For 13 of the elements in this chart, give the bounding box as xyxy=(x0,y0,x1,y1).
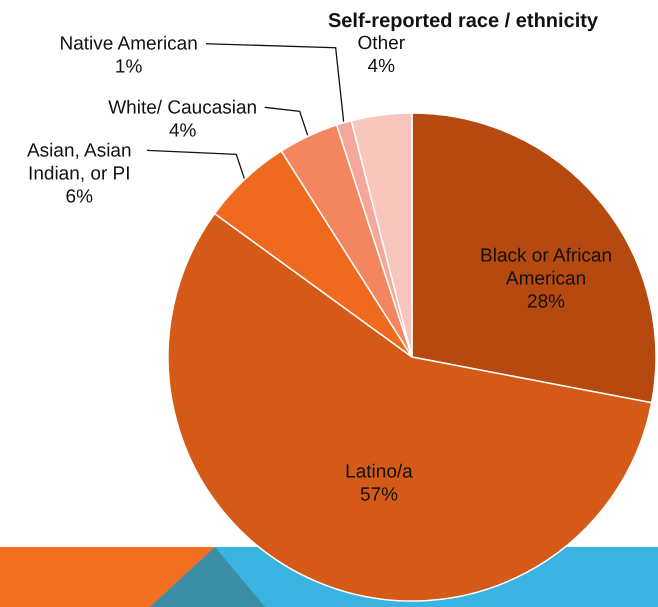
data-label: 28% xyxy=(527,292,566,313)
data-label: 57% xyxy=(360,484,398,506)
data-label: 6% xyxy=(66,186,94,208)
slice-label: Asian, Asian Indian, or PI xyxy=(26,140,132,184)
slice-label: White/ Caucasian xyxy=(108,97,258,118)
slice-label: Latino/a xyxy=(345,461,414,482)
slice-label: Native American xyxy=(59,34,198,55)
data-label: 4% xyxy=(168,120,197,142)
chart-title: Self-reported race / ethnicity xyxy=(328,10,599,32)
data-label: 1% xyxy=(114,56,142,78)
data-label: 4% xyxy=(368,56,396,77)
slice-label: Black or African American xyxy=(480,246,612,290)
slice-label: Other xyxy=(358,32,406,54)
